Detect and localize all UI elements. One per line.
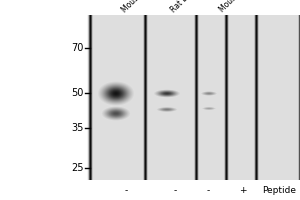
Text: Rat Brain: Rat Brain — [169, 0, 201, 14]
Text: +: + — [239, 186, 246, 195]
Text: 35: 35 — [72, 123, 84, 133]
Text: -: - — [207, 186, 210, 195]
Text: Peptide: Peptide — [262, 186, 296, 195]
Text: -: - — [174, 186, 177, 195]
Text: -: - — [124, 186, 128, 195]
Text: Mouse Lung: Mouse Lung — [217, 0, 256, 14]
Text: Mouse Brain: Mouse Brain — [120, 0, 160, 14]
Text: 25: 25 — [71, 163, 84, 173]
Text: 50: 50 — [72, 88, 84, 98]
Text: 70: 70 — [72, 43, 84, 53]
